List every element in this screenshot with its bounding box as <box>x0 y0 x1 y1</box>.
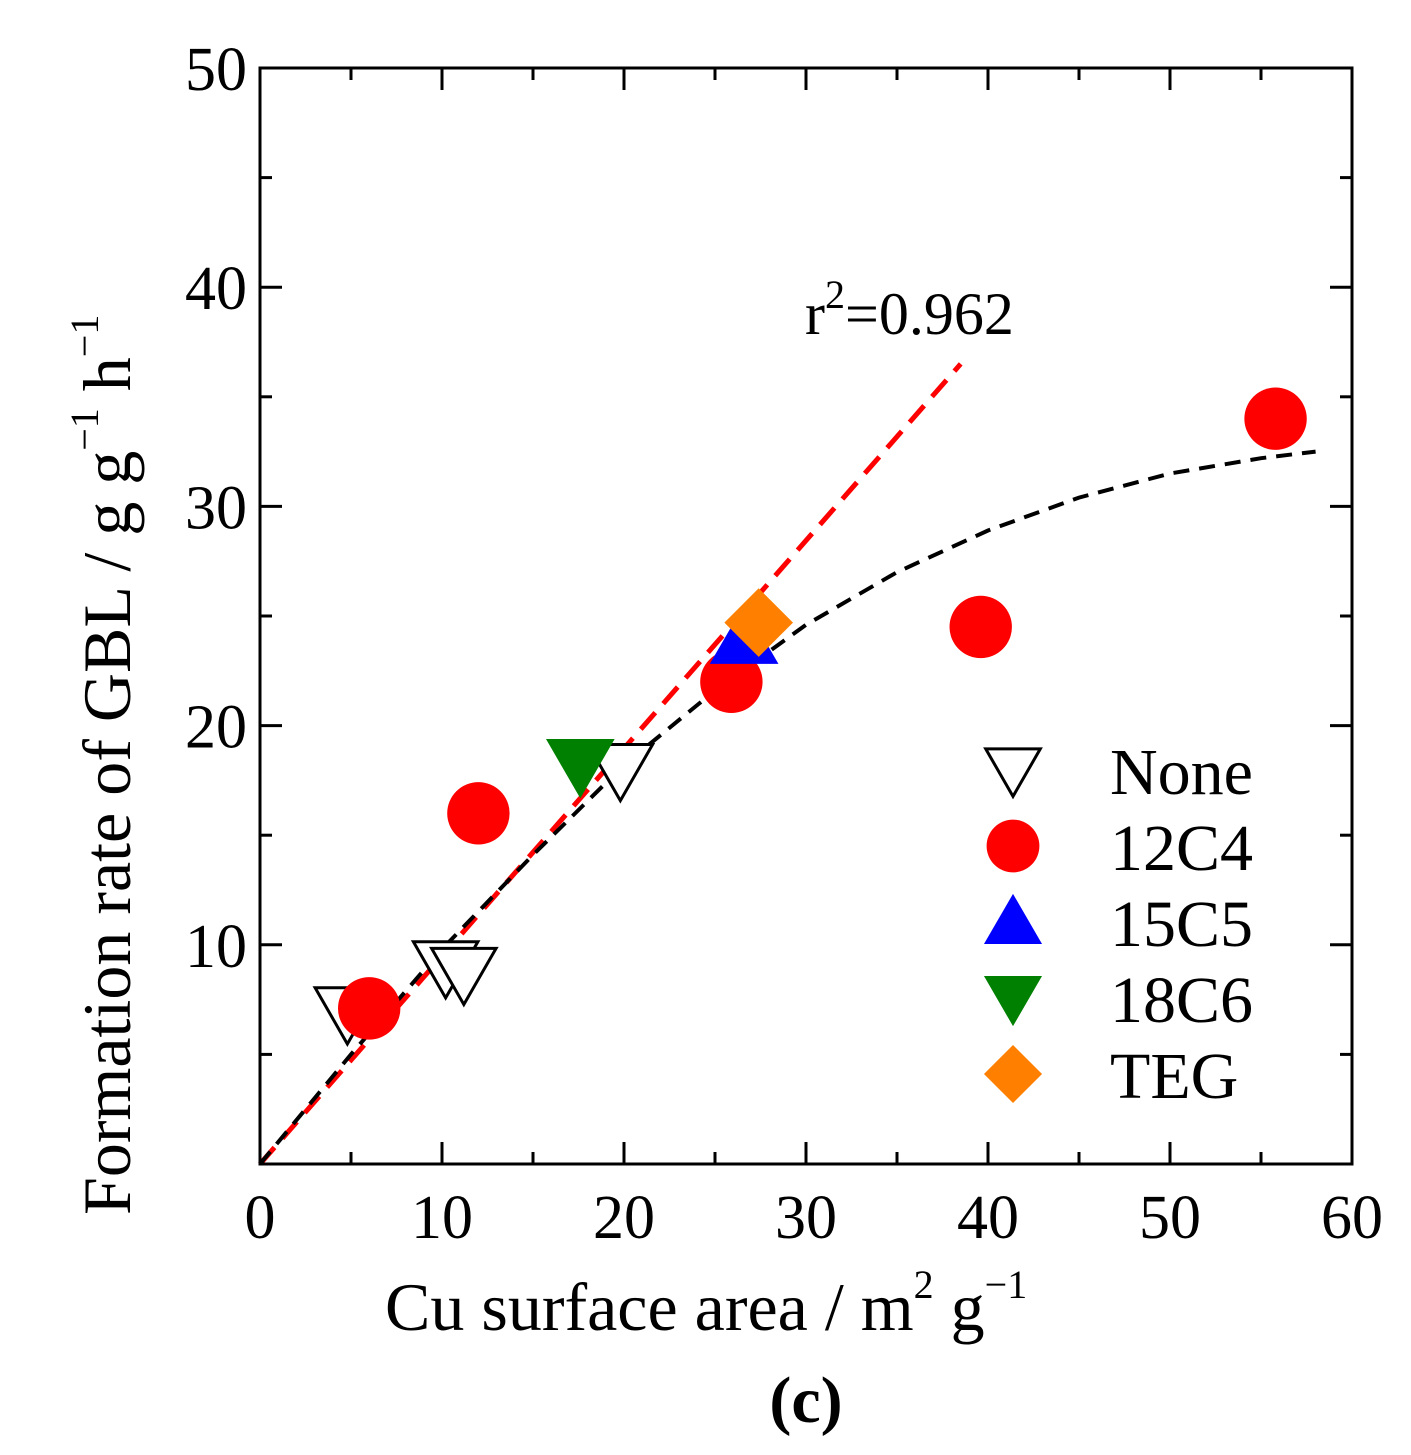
legend-label-12c4: 12C4 <box>1110 812 1253 885</box>
x-tick-label: 10 <box>411 1184 473 1252</box>
legend-marker-none <box>983 747 1043 800</box>
data-point-none <box>585 742 656 804</box>
data-point-12c4 <box>338 977 401 1040</box>
data-point-12c4 <box>1244 387 1307 450</box>
x-tick-label: 60 <box>1321 1184 1383 1252</box>
y-tick-label: 30 <box>185 474 247 542</box>
x-axis-title-mid: g <box>934 1269 985 1345</box>
data-point-18c6 <box>546 739 615 799</box>
r-squared-annotation: r2=0.962 <box>805 272 1014 347</box>
legend-marker-teg <box>983 1044 1043 1104</box>
x-axis-title-main: Cu surface area / m <box>385 1269 914 1345</box>
legend-marker-12c4 <box>986 819 1040 873</box>
y-axis-title: Formation rate of GBL / g g−1 h−1 <box>62 315 145 1215</box>
y-axis-title-mid: h <box>69 357 145 408</box>
x-tick-label: 40 <box>957 1184 1019 1252</box>
legend-marker-15c5 <box>983 893 1043 944</box>
annotation-prefix: r <box>805 281 825 347</box>
y-tick-label: 40 <box>185 255 247 323</box>
panel-label: (c) <box>769 1364 842 1437</box>
axis-ticks <box>258 66 1354 1166</box>
tick-labels: 0 10 20 30 40 50 60 10 20 30 40 50 <box>185 36 1383 1252</box>
y-axis-title-main: Formation rate of GBL / g g <box>69 451 145 1215</box>
legend-label-none: None <box>1110 736 1253 809</box>
data-point-none <box>429 946 499 1008</box>
data-point-12c4 <box>949 595 1012 659</box>
annotation-suffix: =0.962 <box>845 281 1014 347</box>
data-point-12c4 <box>700 650 763 713</box>
annotation-sup: 2 <box>825 272 845 317</box>
legend-label-teg: TEG <box>1110 1040 1238 1113</box>
legend-label-18c6: 18C6 <box>1110 964 1253 1037</box>
y-tick-label: 50 <box>185 36 247 104</box>
y-axis-title-sup1: −1 <box>62 408 107 451</box>
x-axis-title-sup2: −1 <box>985 1262 1028 1307</box>
y-tick-label: 10 <box>185 913 247 981</box>
legend-label-15c5: 15C5 <box>1110 888 1253 961</box>
data-point-12c4 <box>447 782 510 845</box>
data-markers <box>312 387 1307 1047</box>
y-tick-label: 20 <box>185 694 247 762</box>
x-tick-label: 30 <box>775 1184 837 1252</box>
x-tick-label: 50 <box>1139 1184 1201 1252</box>
x-tick-label: 0 <box>245 1184 276 1252</box>
x-axis-title: Cu surface area / m2 g−1 <box>385 1262 1027 1345</box>
x-tick-label: 20 <box>593 1184 655 1252</box>
legend-marker-18c6 <box>983 976 1043 1027</box>
data-point-teg <box>724 588 793 657</box>
x-axis-title-sup1: 2 <box>914 1262 934 1307</box>
y-axis-title-sup2: −1 <box>62 315 107 358</box>
